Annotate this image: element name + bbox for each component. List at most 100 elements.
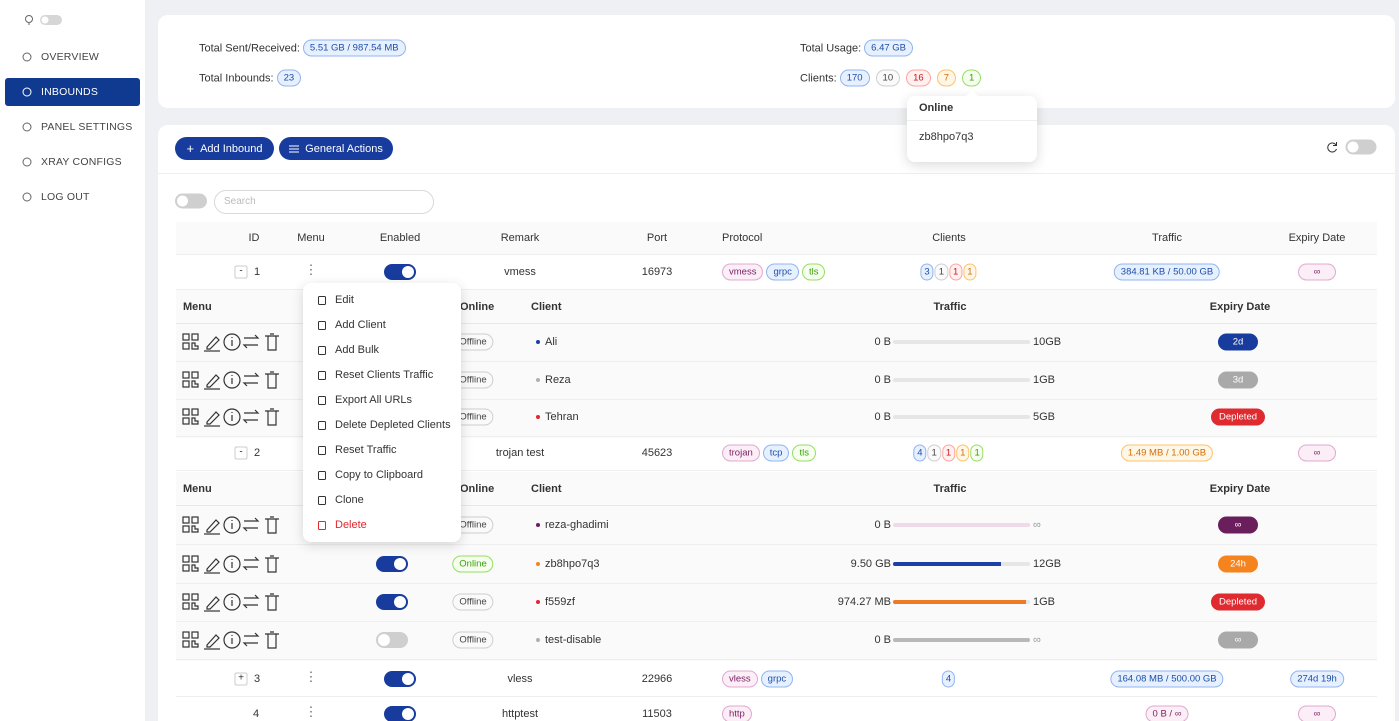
remark: vmess: [504, 266, 536, 278]
menu-icon: [289, 144, 299, 154]
traffic-fill: [893, 638, 1030, 642]
icon-part: [1326, 141, 1338, 153]
menu-item[interactable]: Clone: [303, 488, 461, 513]
row-menu[interactable]: ⋮: [305, 262, 318, 278]
column-header: Protocol: [722, 232, 762, 244]
nav-item[interactable]: LOG OUT: [5, 183, 140, 211]
row-menu[interactable]: ⋮: [305, 669, 318, 685]
menu-item[interactable]: Reset Traffic: [303, 438, 461, 463]
toggle[interactable]: [384, 706, 416, 721]
badge: Depleted: [1211, 409, 1265, 426]
icon-part: [265, 372, 279, 388]
traffic-fill: [893, 523, 1030, 527]
icon-part: [183, 418, 189, 424]
client-name: Reza: [545, 374, 571, 386]
protocol-tags: vlessgrpc: [722, 671, 796, 688]
client-dot: [536, 562, 540, 566]
icon-part: [265, 517, 279, 533]
icon-part: [192, 594, 198, 600]
menu-item[interactable]: Delete Depleted Clients: [303, 413, 461, 438]
traffic-used: 0 B: [874, 634, 891, 646]
nav-item[interactable]: INBOUNDS: [5, 78, 140, 106]
client-name: Ali: [545, 336, 557, 348]
remark: vless: [507, 673, 532, 685]
icon-part: [244, 410, 258, 423]
icon-part: [265, 632, 279, 648]
menu-item[interactable]: Add Bulk: [303, 338, 461, 363]
client-column-header: Expiry Date: [1210, 483, 1271, 495]
icon-part: [183, 409, 189, 415]
icon-part: [22, 52, 32, 62]
toggle[interactable]: [175, 194, 207, 209]
icon-part: [244, 595, 258, 608]
remark: trojan test: [496, 447, 544, 459]
menu-item[interactable]: Add Client: [303, 313, 461, 338]
toggle[interactable]: [376, 594, 408, 610]
client-column-header: Client: [531, 483, 562, 495]
icon-part: [22, 122, 32, 132]
menu-item[interactable]: Delete: [303, 513, 461, 538]
menu-item[interactable]: Reset Clients Traffic: [303, 363, 461, 388]
icon-part: [318, 346, 326, 355]
popover-title: Online: [919, 102, 953, 114]
toggle[interactable]: [376, 556, 408, 572]
expander[interactable]: -: [235, 266, 248, 279]
icon-part: [183, 594, 189, 600]
traffic-used: 0 B: [874, 411, 891, 423]
client-actions: [182, 630, 282, 650]
stat-label: Total Usage:: [800, 42, 861, 54]
icon-part: [192, 556, 198, 562]
client-actions: [182, 515, 282, 535]
icon-part: [319, 497, 326, 505]
badge: 1: [928, 445, 941, 462]
icon-part: [183, 632, 279, 649]
badge: 170: [840, 70, 870, 87]
nav-item[interactable]: XRAY CONFIGS: [5, 148, 140, 176]
general-actions-button[interactable]: General Actions: [279, 137, 393, 160]
menu-item[interactable]: Export All URLs: [303, 388, 461, 413]
badge: 3d: [1218, 372, 1258, 389]
toggle[interactable]: [1346, 140, 1377, 155]
expander[interactable]: -: [235, 447, 248, 460]
icon-part: [207, 520, 219, 532]
row-menu[interactable]: ⋮: [305, 704, 318, 720]
nav-label: XRAY CONFIGS: [41, 156, 122, 168]
icon-part: [192, 565, 198, 571]
client-column-header: Client: [531, 301, 562, 313]
expander[interactable]: +: [235, 673, 248, 686]
icon-part: [22, 157, 32, 167]
badge: 4: [913, 445, 926, 462]
menu-icon: [318, 471, 326, 483]
toggle[interactable]: [376, 632, 408, 648]
nav-item[interactable]: PANEL SETTINGS: [5, 113, 140, 141]
menu-item[interactable]: Copy to Clipboard: [303, 463, 461, 488]
toggle[interactable]: [384, 671, 416, 687]
search-input[interactable]: Search: [214, 190, 434, 214]
icon-part: [1328, 143, 1337, 152]
badge: grpc: [766, 264, 798, 281]
client-dot: [536, 415, 540, 419]
icon-part: [183, 381, 189, 387]
toggle-knob: [378, 634, 390, 646]
nav-item[interactable]: OVERVIEW: [5, 43, 140, 71]
badge: 5.51 GB / 987.54 MB: [303, 40, 406, 57]
traffic-track: [893, 415, 1030, 419]
icon-part: [23, 123, 31, 131]
menu-icon: [318, 321, 326, 333]
toggle-knob: [402, 266, 414, 278]
client-name: zb8hpo7q3: [545, 558, 599, 570]
icon-part: [182, 407, 282, 427]
icon-part: [319, 347, 326, 355]
client-row-line: [176, 659, 1377, 660]
add-inbound-button[interactable]: +Add Inbound: [175, 137, 274, 160]
traffic-fill: [893, 562, 1001, 566]
badge: ∞: [1298, 264, 1336, 281]
icon-part: [244, 335, 258, 348]
inbound-id: 3: [254, 673, 260, 685]
badge: tls: [802, 264, 826, 281]
menu-item[interactable]: Edit: [303, 288, 461, 313]
nav-label: OVERVIEW: [41, 51, 99, 63]
toggle[interactable]: [384, 264, 416, 280]
badge: 1: [935, 264, 948, 281]
client-name: test-disable: [545, 634, 601, 646]
